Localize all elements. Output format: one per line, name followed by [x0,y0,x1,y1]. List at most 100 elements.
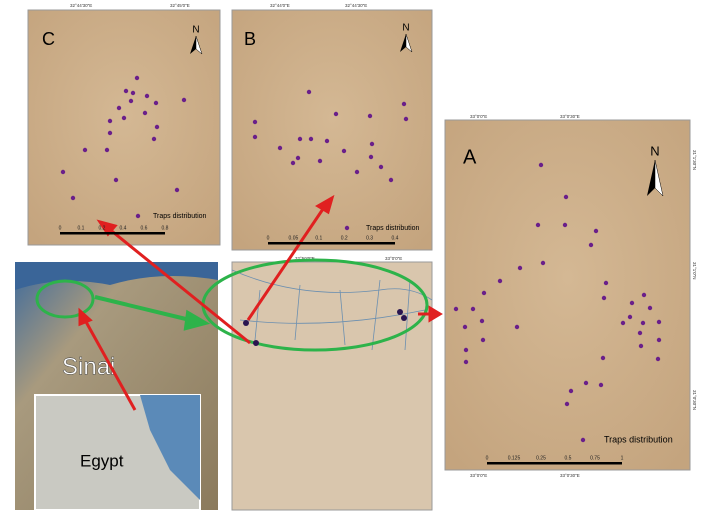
scale-label: 0.75 [590,455,600,461]
trap [122,116,126,120]
trap [584,381,588,385]
scale-label: 0.125 [508,455,521,461]
trap [325,139,329,143]
trap [657,320,661,324]
scale-label: 0.8 [162,225,169,231]
scale-label: 0.25 [536,455,546,461]
trap [642,293,646,297]
trap [539,163,543,167]
trap [498,279,502,283]
trap [564,195,568,199]
trap [656,357,660,361]
scale-label: 0.3 [366,235,373,241]
coord-label: 33°0'30"E [560,114,580,119]
trap [471,307,475,311]
trap [296,156,300,160]
scale-label: 0 [267,235,270,241]
trap [464,348,468,352]
trap [621,321,625,325]
panel-label: B [244,29,256,49]
trap [298,137,302,141]
coord-label: 33°0'0"E [470,473,487,478]
trap [114,178,118,182]
coord-label: 31°1'30"N [692,150,697,170]
coord-label: 33°0'0"E [385,256,402,261]
coord-label: 32°44'30"E [345,3,367,8]
trap [345,226,349,230]
trap [639,344,643,348]
trap [563,223,567,227]
trap [482,291,486,295]
site [401,315,407,321]
trap [334,112,338,116]
trap [129,99,133,103]
scale-label: 0.5 [565,455,572,461]
trap [515,325,519,329]
coord-label: 32°44'30"E [70,3,92,8]
trap [569,389,573,393]
trap [318,159,322,163]
trap [599,383,603,387]
region-label: Egypt [80,451,124,470]
trap [589,243,593,247]
trap [253,120,257,124]
trap [518,266,522,270]
trap [481,338,485,342]
trap [630,301,634,305]
panel-label: C [42,29,55,49]
trap [108,131,112,135]
trap [136,214,140,218]
trap [307,90,311,94]
trap [105,148,109,152]
trap [124,89,128,93]
trap [145,94,149,98]
panel-c [28,10,220,245]
trap [61,170,65,174]
trap [131,91,135,95]
legend-label: Traps distribution [604,434,673,444]
trap [108,119,112,123]
scale-label: 0.1 [315,235,322,241]
trap [154,101,158,105]
scale-label: 0.6 [141,225,148,231]
trap [71,196,75,200]
trap [175,188,179,192]
trap [83,148,87,152]
site [397,309,403,315]
trap [464,360,468,364]
scale-bar [487,462,622,465]
scale-label: 0.1 [78,225,85,231]
panel-label: A [463,146,477,168]
trap [454,307,458,311]
coord-label: 31°0'30"N [692,390,697,410]
trap [404,117,408,121]
scale-label: 0 [486,455,489,461]
coord-label: 31°1'0"N [692,262,697,280]
trap [155,125,159,129]
trap [143,111,147,115]
site [253,340,259,346]
trap [601,356,605,360]
trap [152,137,156,141]
trap [182,98,186,102]
trap [368,114,372,118]
north-label: N [650,143,659,158]
trap [641,321,645,325]
trap [657,338,661,342]
trap [278,146,282,150]
trap [253,135,257,139]
scale-label: 1 [621,455,624,461]
trap [342,149,346,153]
scale-label: 0.05 [289,235,299,241]
coord-label: 32°45'0"E [170,3,190,8]
trap [117,106,121,110]
trap [536,223,540,227]
trap [291,161,295,165]
trap [402,102,406,106]
trap [628,315,632,319]
trap [389,178,393,182]
coord-label: 32°44'0"E [270,3,290,8]
trap [565,402,569,406]
scale-label: 0.4 [392,235,399,241]
north-label: N [192,25,199,36]
